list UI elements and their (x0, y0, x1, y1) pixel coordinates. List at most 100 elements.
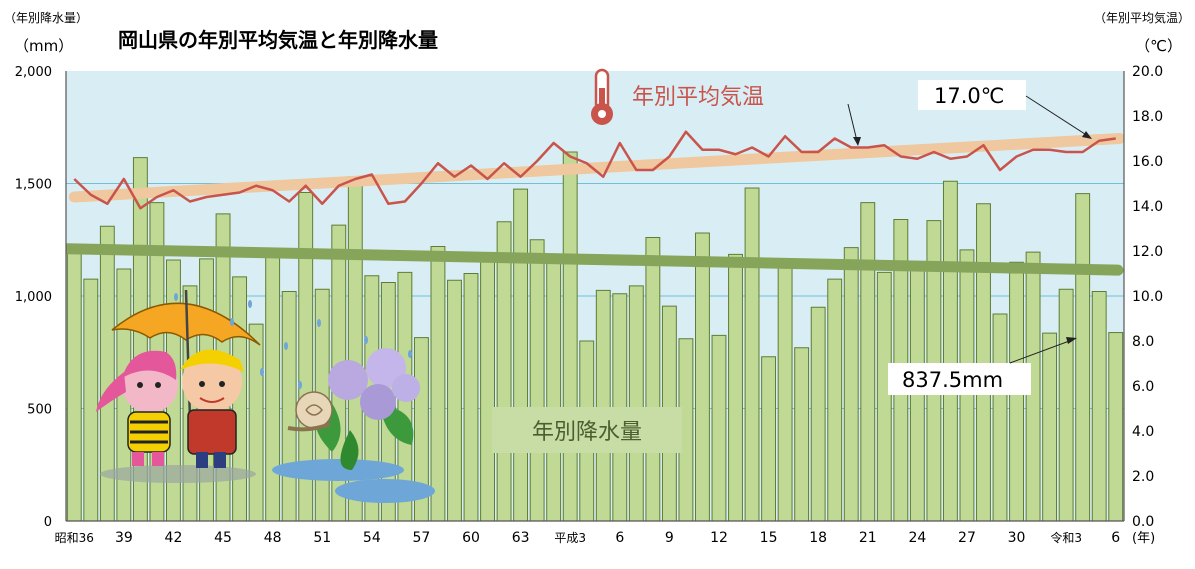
temperature-callout-arrowhead (1082, 131, 1092, 139)
rainfall-bar (711, 334, 727, 522)
rainfall-bar (810, 306, 826, 522)
rainfall-bar (1042, 332, 1058, 522)
rainfall-series-label: 年別降水量 (532, 420, 642, 445)
rainfall-bar (794, 347, 810, 522)
left-axis-tick-label: 1,500 (15, 178, 52, 193)
x-axis-tick-label: 51 (313, 530, 331, 546)
rainfall-bar (496, 221, 512, 522)
x-axis-tick-label: 42 (165, 530, 183, 546)
rainfall-bar (1075, 193, 1091, 522)
rainfall-bar (265, 249, 281, 522)
rainfall-bar (83, 278, 99, 522)
x-axis-tick-label: 57 (413, 530, 431, 546)
x-axis-tick-label: 令和3 (1050, 530, 1082, 545)
x-axis-tick-label: 平成3 (554, 531, 586, 545)
rainfall-bar (447, 279, 462, 522)
x-axis-tick-label: 21 (859, 530, 877, 546)
right-axis-tick-label: 18.0 (1132, 109, 1163, 125)
x-axis-ticks: 昭和36 39 42 45 48 51 54 57 60 63 平成3 6 9 12 15 18 21 24 27 3… (55, 530, 1121, 546)
left-axis-tick-label: 1,000 (15, 290, 52, 305)
rainfall-bar (463, 273, 479, 522)
rainfall-bar (595, 289, 611, 522)
rainfall-bar (281, 291, 297, 522)
temperature-line (73, 130, 1116, 210)
rainfall-bar (942, 180, 958, 522)
right-axis-unit: （℃） (1135, 37, 1182, 55)
puddle-illustration (100, 459, 435, 503)
rainfall-bar (860, 202, 876, 522)
rainfall-bar (777, 258, 793, 522)
umbrella-mascots-illustration (96, 289, 261, 468)
rainfall-callout-box (888, 363, 1031, 395)
rainfall-bar (876, 271, 892, 522)
rainfall-bar (1108, 332, 1124, 522)
left-axis-tick-label: 0 (44, 515, 52, 530)
rainfall-bar (628, 285, 644, 522)
rainfall-label-box (492, 407, 682, 453)
right-axis-tick-label: 10.0 (1132, 289, 1163, 305)
rainfall-bar (529, 239, 545, 522)
rainfall-bar (843, 247, 859, 522)
right-axis-tick-label: 16.0 (1132, 154, 1163, 170)
temperature-trend-line (68, 133, 1124, 203)
right-axis-tick-label: 0.0 (1132, 514, 1154, 530)
right-axis-tick-label: 2.0 (1132, 469, 1154, 485)
x-axis-tick-label: 18 (809, 530, 827, 546)
right-axis-tick-label: 12.0 (1132, 244, 1163, 260)
rainfall-bar (976, 203, 991, 522)
x-axis-tick-label: 48 (264, 530, 282, 546)
x-axis-tick-label: 27 (958, 530, 976, 546)
temperature-callout-arrow (1025, 95, 1089, 137)
rainfall-bar (546, 260, 562, 522)
rainfall-bar (761, 356, 777, 522)
rainfall-bar (248, 323, 264, 522)
rainfall-callout-arrow (1009, 339, 1073, 364)
left-axis-caption: （年別降水量） (4, 11, 88, 25)
temperature-callout-box (918, 80, 1026, 110)
rainfall-bar (480, 260, 495, 522)
raindrop-icons (174, 293, 412, 389)
right-axis-tick-label: 20.0 (1132, 64, 1163, 80)
x-axis-tick-label: 9 (665, 530, 674, 546)
rainfall-bar (827, 278, 843, 522)
rainfall-bar (513, 188, 529, 522)
x-axis-tick-label: 6 (615, 530, 624, 546)
trend-lines (66, 133, 1124, 276)
chart-title: 岡山県の年別平均気温と年別降水量 (118, 28, 438, 52)
x-axis-unit: (年) (1132, 531, 1155, 546)
right-axis-tick-label: 8.0 (1132, 334, 1154, 350)
x-axis-tick-label: 39 (115, 530, 133, 546)
x-axis-tick-label: 54 (363, 530, 381, 546)
left-axis-ticks: 0 500 1,000 1,500 2,000 (15, 65, 52, 530)
x-axis-tick-label: 60 (462, 530, 480, 546)
x-axis-tick-label: 63 (512, 530, 530, 546)
x-axis-tick-label: 30 (1008, 530, 1026, 546)
rainfall-trend-line (66, 243, 1124, 276)
rainfall-callout-arrowhead (1066, 337, 1077, 344)
rainfall-callout: 837.5mm (902, 368, 1003, 392)
rainfall-bar (1058, 288, 1074, 522)
rainfall-bar (645, 237, 661, 522)
x-axis-tick-label: 12 (710, 530, 728, 546)
rainfall-bar (66, 247, 82, 522)
hydrangea-snail-illustration (287, 348, 420, 470)
rainfall-bar (1091, 291, 1107, 522)
right-axis-ticks: 0.0 2.0 4.0 6.0 8.0 10.0 12.0 14.0 16.0 18.0 20.0 (1132, 64, 1163, 530)
left-axis-tick-label: 500 (27, 403, 52, 418)
temperature-pointer-arrowhead (853, 137, 861, 146)
rainfall-bar (562, 151, 578, 522)
temperature-series-label: 年別平均気温 (632, 85, 764, 110)
thermometer-icon (591, 68, 613, 125)
right-axis-tick-label: 14.0 (1132, 199, 1163, 215)
right-axis-tick-label: 6.0 (1132, 379, 1154, 395)
rainfall-bar (728, 253, 743, 522)
x-axis-tick-label: 24 (908, 530, 926, 546)
rainfall-bar (430, 246, 446, 522)
x-axis-tick-label: 45 (214, 530, 232, 546)
temperature-callout: 17.0℃ (934, 84, 1004, 108)
temperature-pointer-arrow (847, 103, 858, 142)
right-axis-caption: （年別平均気温） (1094, 10, 1190, 25)
x-axis-tick-label: 15 (760, 530, 778, 546)
left-axis-tick-label: 2,000 (15, 65, 52, 80)
